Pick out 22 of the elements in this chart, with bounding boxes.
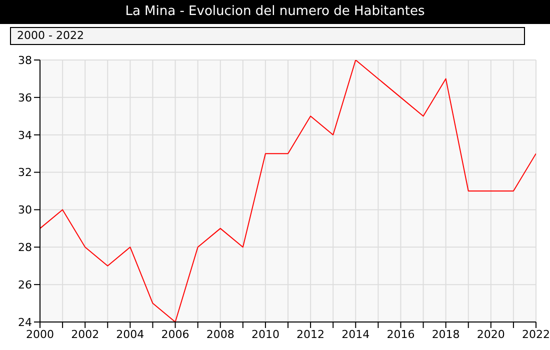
y-tick-label: 36: [18, 91, 32, 104]
x-tick-label: 2002: [71, 328, 100, 341]
y-tick-label: 34: [18, 128, 32, 142]
x-tick-label: 2018: [432, 328, 460, 341]
x-tick-label: 2000: [26, 328, 54, 341]
x-tick-label: 2010: [251, 328, 280, 341]
x-tick-label: 2006: [161, 328, 190, 341]
y-tick-label: 28: [18, 241, 32, 254]
x-tick-label: 2014: [342, 328, 370, 341]
y-tick-label: 38: [18, 54, 32, 67]
y-tick-label: 24: [18, 316, 32, 329]
x-tick-label: 2012: [296, 328, 325, 341]
x-tick-label: 2008: [206, 328, 234, 341]
y-tick-label: 26: [18, 278, 32, 292]
x-tick-label: 2004: [116, 328, 144, 341]
y-tick-label: 32: [18, 166, 32, 180]
x-tick-label: 2022: [522, 328, 550, 341]
x-tick-label: 2020: [476, 328, 505, 341]
chart-title: La Mina - Evolucion del numero de Habitantes: [0, 0, 550, 24]
x-tick-label: 2016: [386, 328, 415, 341]
chart-subtitle: 2000 - 2022: [10, 27, 525, 45]
y-tick-label: 30: [18, 204, 32, 217]
